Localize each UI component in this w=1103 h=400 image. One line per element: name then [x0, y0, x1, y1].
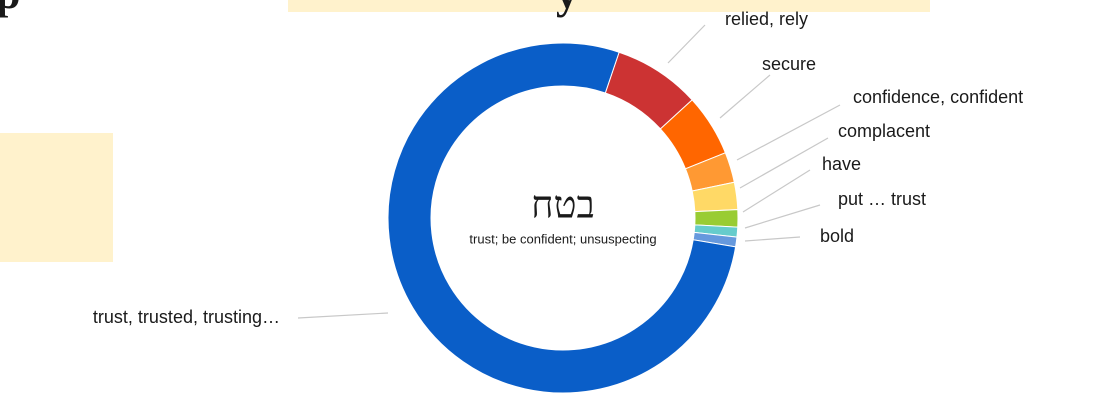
leader-line	[297, 312, 389, 319]
center-subtitle: trust; be confident; unsuspecting	[469, 231, 656, 246]
heading-fragment: p	[0, 0, 20, 18]
leader-line	[742, 169, 811, 213]
segment-label: bold	[820, 226, 854, 246]
segment-label: relied, rely	[725, 9, 808, 29]
donut-segment	[387, 42, 737, 394]
segment-label: trust, trusted, trusting…	[93, 307, 280, 327]
leader-line	[736, 104, 841, 161]
segment-label: have	[822, 154, 861, 174]
leader-line	[744, 236, 801, 242]
leader-line	[739, 137, 829, 189]
segment-label: secure	[762, 54, 816, 74]
segment-label: put … trust	[838, 189, 926, 209]
center-title: בטח	[531, 183, 595, 227]
segment-label: complacent	[838, 121, 930, 141]
leader-line	[667, 24, 706, 64]
leader-line	[744, 204, 821, 229]
segment-label: confidence, confident	[853, 87, 1023, 107]
side-box	[0, 133, 113, 262]
leader-line	[719, 74, 771, 119]
heading-box	[288, 0, 930, 12]
heading-fragment: y	[556, 0, 578, 18]
donut-segment	[694, 209, 739, 228]
